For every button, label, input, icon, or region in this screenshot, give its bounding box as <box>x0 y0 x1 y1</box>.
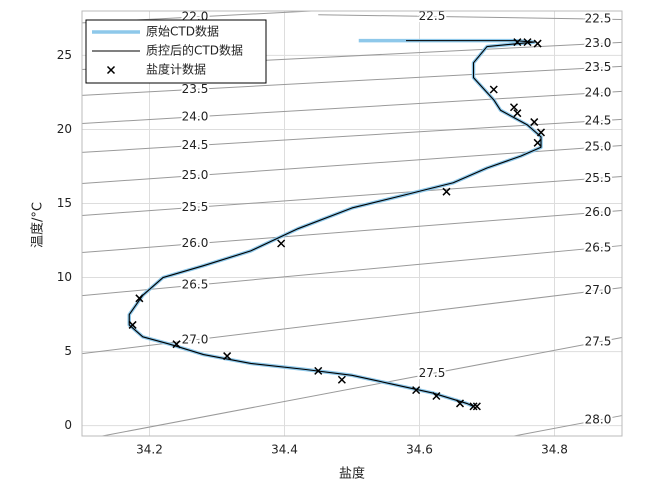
marker <box>442 187 451 196</box>
density-contour <box>318 14 623 20</box>
marker <box>314 366 323 375</box>
marker <box>432 391 441 401</box>
contour-label: 26.5 <box>182 278 209 292</box>
x-tick-label: 34.4 <box>271 443 298 457</box>
density-contour <box>513 415 623 437</box>
marker-stroke <box>412 386 421 395</box>
contour-label: 24.5 <box>585 113 612 127</box>
plot-frame <box>81 10 623 437</box>
contour-label: 23.0 <box>585 36 612 50</box>
contour-label: 24.0 <box>182 109 209 123</box>
marker-stroke <box>523 38 532 47</box>
contour-label: 24.0 <box>585 85 612 99</box>
contour-label: 28.0 <box>585 413 612 427</box>
y-tick-label: 0 <box>64 418 72 432</box>
marker <box>223 352 232 361</box>
marker <box>472 402 481 411</box>
marker-stroke <box>432 391 441 401</box>
density-contour <box>81 287 623 355</box>
marker-stroke <box>530 118 539 127</box>
marker <box>536 128 546 137</box>
contour-label: 24.5 <box>182 138 209 152</box>
marker <box>533 39 542 48</box>
ctd-line <box>128 40 542 407</box>
contour-label: 27.0 <box>585 283 612 297</box>
marker-stroke <box>536 128 546 137</box>
density-contour <box>81 209 623 254</box>
marker-stroke <box>455 399 465 408</box>
y-tick-label: 25 <box>57 48 72 62</box>
grid <box>82 11 622 436</box>
marker-stroke <box>223 352 232 361</box>
contour-label: 27.5 <box>419 366 446 380</box>
marker-stroke <box>128 320 137 329</box>
legend-marker <box>106 65 116 75</box>
contour-label: 25.0 <box>585 140 612 154</box>
density-contour <box>81 245 623 297</box>
density-contour <box>81 90 623 125</box>
marker <box>172 340 181 349</box>
marker <box>412 386 421 395</box>
marker <box>513 38 522 47</box>
legend-label: 质控后的CTD数据 <box>146 43 243 58</box>
y-tick-label: 15 <box>57 196 72 210</box>
marker <box>513 109 522 118</box>
density-contour <box>81 65 623 96</box>
y-axis-label: 温度/°C <box>30 202 46 248</box>
contour-label: 26.0 <box>585 205 612 219</box>
marker <box>530 118 539 127</box>
x-tick-label: 34.2 <box>136 443 163 457</box>
marker-stroke <box>277 239 286 248</box>
marker <box>455 399 465 408</box>
marker-stroke <box>533 138 542 147</box>
marker-stroke <box>513 38 522 47</box>
marker-stroke <box>533 39 542 48</box>
marker-stroke <box>513 109 522 118</box>
marker-stroke <box>489 85 498 94</box>
marker <box>523 38 532 47</box>
marker-stroke <box>472 402 481 411</box>
contour-label: 25.0 <box>182 168 209 182</box>
density-contour <box>81 176 623 217</box>
series <box>127 38 546 411</box>
marker <box>533 138 542 147</box>
marker-stroke <box>106 65 116 75</box>
y-tick-label: 5 <box>64 344 72 358</box>
x-tick-label: 34.6 <box>406 443 433 457</box>
density-contour <box>102 337 623 437</box>
contours: 22.022.522.523.023.023.523.524.024.024.5… <box>81 7 623 437</box>
y-tick-label: 20 <box>57 122 72 136</box>
marker <box>489 85 498 94</box>
contour-label: 23.5 <box>182 82 209 96</box>
legend-label: 盐度计数据 <box>146 62 206 77</box>
y-tick-label: 10 <box>57 270 72 284</box>
contour-label: 23.5 <box>585 60 612 74</box>
marker <box>135 294 144 303</box>
marker <box>128 320 137 329</box>
contour-label: 22.5 <box>585 12 612 26</box>
marker-stroke <box>509 103 519 112</box>
marker-stroke <box>135 294 144 303</box>
marker-stroke <box>469 402 478 411</box>
contour-label: 27.0 <box>182 332 209 346</box>
marker-stroke <box>337 375 346 384</box>
marker <box>469 402 478 411</box>
marker-stroke <box>442 187 451 196</box>
legend-label: 原始CTD数据 <box>146 24 219 39</box>
contour-label: 26.5 <box>585 240 612 254</box>
marker-stroke <box>172 340 181 349</box>
contour-label: 26.0 <box>182 236 209 250</box>
contour-label: 25.5 <box>182 200 209 214</box>
marker <box>337 375 346 384</box>
x-axis-label: 盐度 <box>339 466 365 482</box>
marker <box>277 239 286 248</box>
x-tick-label: 34.8 <box>541 443 568 457</box>
contour-label: 25.5 <box>585 171 612 185</box>
contour-label: 27.5 <box>585 335 612 349</box>
marker-stroke <box>314 366 323 375</box>
marker <box>509 103 519 112</box>
